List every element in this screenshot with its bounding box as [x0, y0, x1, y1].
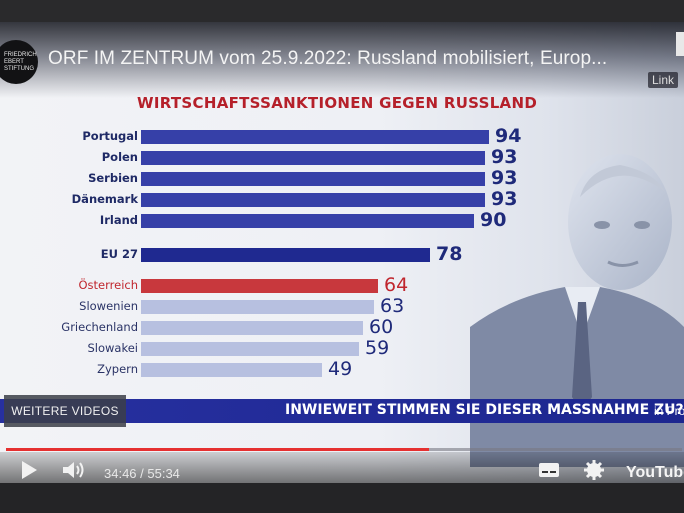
- bar-label: Serbien: [88, 171, 138, 185]
- bar-value-label: 93: [491, 188, 518, 210]
- time-display: 34:46 / 55:34: [104, 466, 180, 481]
- bar: [141, 193, 485, 207]
- bar: [141, 172, 485, 186]
- settings-gear-icon[interactable]: [584, 460, 604, 480]
- bar-label: Polen: [101, 150, 138, 164]
- bar-value-label: 78: [436, 243, 463, 265]
- player-controls: 34:46 / 55:34 YouTube: [0, 452, 684, 485]
- chart-row: Serbien 93: [0, 167, 600, 189]
- video-player[interactable]: FRIEDRICH EBERT STIFTUNG ORF IM ZENTRUM …: [0, 22, 684, 485]
- bar-value-label: 59: [365, 337, 390, 359]
- bar-value-label: 63: [380, 295, 405, 317]
- chart-row: Dänemark 93: [0, 188, 600, 210]
- video-title[interactable]: ORF IM ZENTRUM vom 25.9.2022: Russland m…: [48, 48, 608, 69]
- bar: [141, 151, 485, 165]
- youtube-logo[interactable]: YouTube: [626, 464, 684, 481]
- bar: [141, 342, 359, 356]
- bar-value-label: 90: [480, 209, 507, 231]
- bar-label: Zypern: [97, 362, 138, 376]
- channel-logo[interactable]: FRIEDRICH EBERT STIFTUNG: [0, 40, 38, 84]
- chart-row: Irland 90: [0, 209, 600, 231]
- bar-label: Österreich: [78, 278, 138, 292]
- progress-bar[interactable]: [6, 448, 682, 451]
- progress-bar-fill: [6, 448, 430, 451]
- channel-logo-line: FRIEDRICH: [4, 51, 37, 58]
- link-badge[interactable]: Link: [647, 72, 678, 88]
- volume-icon[interactable]: [62, 460, 88, 480]
- subtitles-icon[interactable]: [538, 462, 560, 478]
- bar-value-label: 94: [495, 125, 522, 147]
- play-icon[interactable]: [20, 460, 38, 480]
- more-videos-button[interactable]: WEITERE VIDEOS: [4, 395, 126, 427]
- question-suffix: in Pro: [654, 404, 684, 418]
- bar-value-label: 93: [491, 146, 518, 168]
- bar-value-label: 49: [328, 358, 353, 380]
- overflow-indicator: [676, 32, 684, 56]
- channel-logo-line: EBERT: [4, 58, 24, 65]
- bar: [141, 248, 430, 262]
- bar-label: Slowenien: [79, 299, 138, 313]
- chart-row: Portugal 94: [0, 125, 600, 147]
- bar-label: Slowakei: [87, 341, 138, 355]
- channel-logo-line: STIFTUNG: [4, 65, 34, 72]
- question-text: INWIEWEIT STIMMEN SIE DIESER MASSNAHME Z…: [285, 402, 684, 418]
- bar-label: Dänemark: [71, 192, 138, 206]
- bar-label: EU 27: [100, 247, 138, 261]
- bar: [141, 300, 374, 314]
- chart-row: EU 27 78: [0, 243, 600, 265]
- chart-row: Slowenien 63: [0, 295, 600, 317]
- bar-value-label: 93: [491, 167, 518, 189]
- chart-row: Slowakei 59: [0, 337, 600, 359]
- bar-value-label: 64: [384, 274, 409, 296]
- player-top-overlay: [0, 22, 684, 98]
- bar: [141, 363, 322, 377]
- chart-title: WIRTSCHAFTSSANKTIONEN GEGEN RUSSLAND: [137, 94, 538, 112]
- chart-row: Polen 93: [0, 146, 600, 168]
- monitor-bezel-bottom: [0, 483, 684, 513]
- chart-row: Griechenland 60: [0, 316, 600, 338]
- chart-row: Zypern 49: [0, 358, 600, 380]
- bar: [141, 130, 489, 144]
- monitor-bezel-top: [0, 0, 684, 22]
- bar-value-label: 60: [369, 316, 394, 338]
- bar: [141, 279, 378, 293]
- bar-label: Portugal: [82, 129, 138, 143]
- bar: [141, 321, 363, 335]
- bar-label: Irland: [99, 213, 138, 227]
- bar: [141, 214, 474, 228]
- bar-label: Griechenland: [61, 320, 138, 334]
- chart-row: Österreich 64: [0, 274, 600, 296]
